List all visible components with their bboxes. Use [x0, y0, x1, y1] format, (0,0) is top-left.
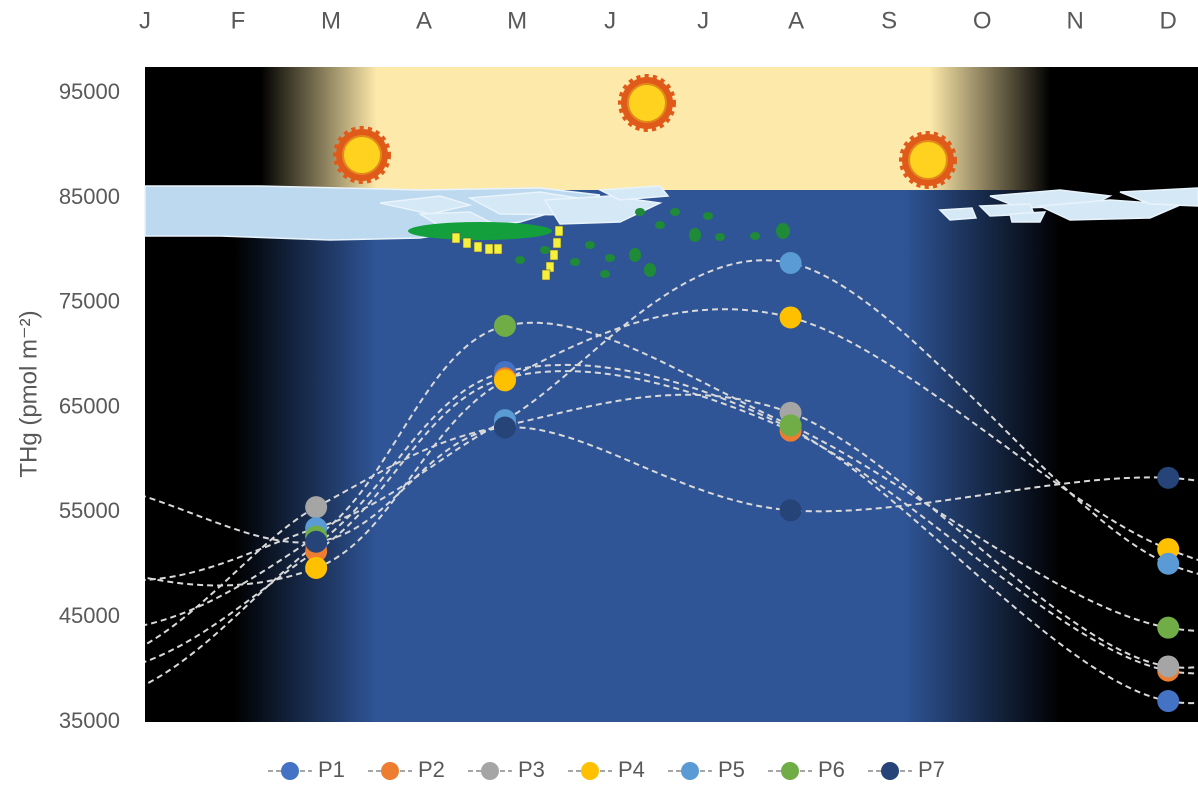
x-tick-label: J — [139, 7, 151, 34]
y-tick-label: 85000 — [59, 184, 120, 209]
trend-extension — [145, 550, 317, 663]
x-tick-label: A — [788, 7, 804, 34]
data-point — [1157, 552, 1180, 575]
data-point — [493, 314, 516, 337]
x-tick-label: J — [604, 7, 616, 34]
data-points — [305, 251, 1180, 713]
data-point — [305, 496, 328, 519]
x-tick-label: N — [1067, 7, 1084, 34]
data-point — [493, 369, 516, 392]
legend-label: P7 — [918, 757, 945, 782]
plot-background — [145, 67, 1198, 722]
x-tick-label: A — [416, 7, 432, 34]
x-tick-label: S — [881, 7, 897, 34]
x-tick-label: M — [321, 7, 341, 34]
y-tick-label: 75000 — [59, 289, 120, 314]
legend-label: P4 — [618, 757, 645, 782]
data-point — [779, 414, 802, 437]
legend-marker — [281, 762, 299, 780]
trend-line — [315, 321, 1169, 629]
y-axis-title: THg (pmol m⁻²) — [15, 310, 42, 477]
y-tick-label: 95000 — [59, 79, 120, 104]
x-tick-label: M — [507, 7, 527, 34]
x-tick-label: O — [973, 7, 992, 34]
y-tick-label: 65000 — [59, 393, 120, 418]
trend-line — [315, 363, 1169, 703]
trend-line — [315, 308, 1169, 569]
x-tick-label: D — [1160, 7, 1177, 34]
legend-label: P1 — [318, 757, 345, 782]
data-point — [1157, 655, 1180, 678]
legend-marker — [781, 762, 799, 780]
trend-extension — [145, 495, 317, 544]
y-tick-label: 45000 — [59, 603, 120, 628]
trend-extension — [145, 567, 317, 587]
data-point — [1157, 616, 1180, 639]
data-point — [493, 416, 516, 439]
legend-label: P5 — [718, 757, 745, 782]
legend-marker — [581, 762, 599, 780]
y-tick-label: 35000 — [59, 708, 120, 733]
legend-label: P6 — [818, 757, 845, 782]
data-point — [779, 499, 802, 522]
legend-marker — [381, 762, 399, 780]
algae — [408, 208, 790, 281]
legend-marker — [681, 762, 699, 780]
legend-marker — [481, 762, 499, 780]
data-point — [305, 530, 328, 553]
trend-extension — [145, 506, 317, 646]
x-tick-label: J — [697, 7, 709, 34]
suns — [333, 74, 957, 189]
legend-marker — [881, 762, 899, 780]
trend-extension — [145, 527, 317, 581]
data-point — [779, 251, 802, 274]
trend-line — [316, 426, 1169, 543]
trend-line — [315, 259, 1169, 565]
data-point — [779, 306, 802, 329]
legend-label: P2 — [418, 757, 445, 782]
trend-lines — [145, 259, 1198, 704]
trend-line — [315, 370, 1169, 672]
trend-extension — [145, 535, 317, 626]
y-tick-label: 55000 — [59, 498, 120, 523]
data-point — [1157, 690, 1180, 713]
x-tick-label: F — [231, 7, 246, 34]
data-point — [305, 556, 328, 579]
legend-label: P3 — [518, 757, 545, 782]
data-point — [1157, 466, 1180, 489]
trend-line — [315, 393, 1169, 668]
